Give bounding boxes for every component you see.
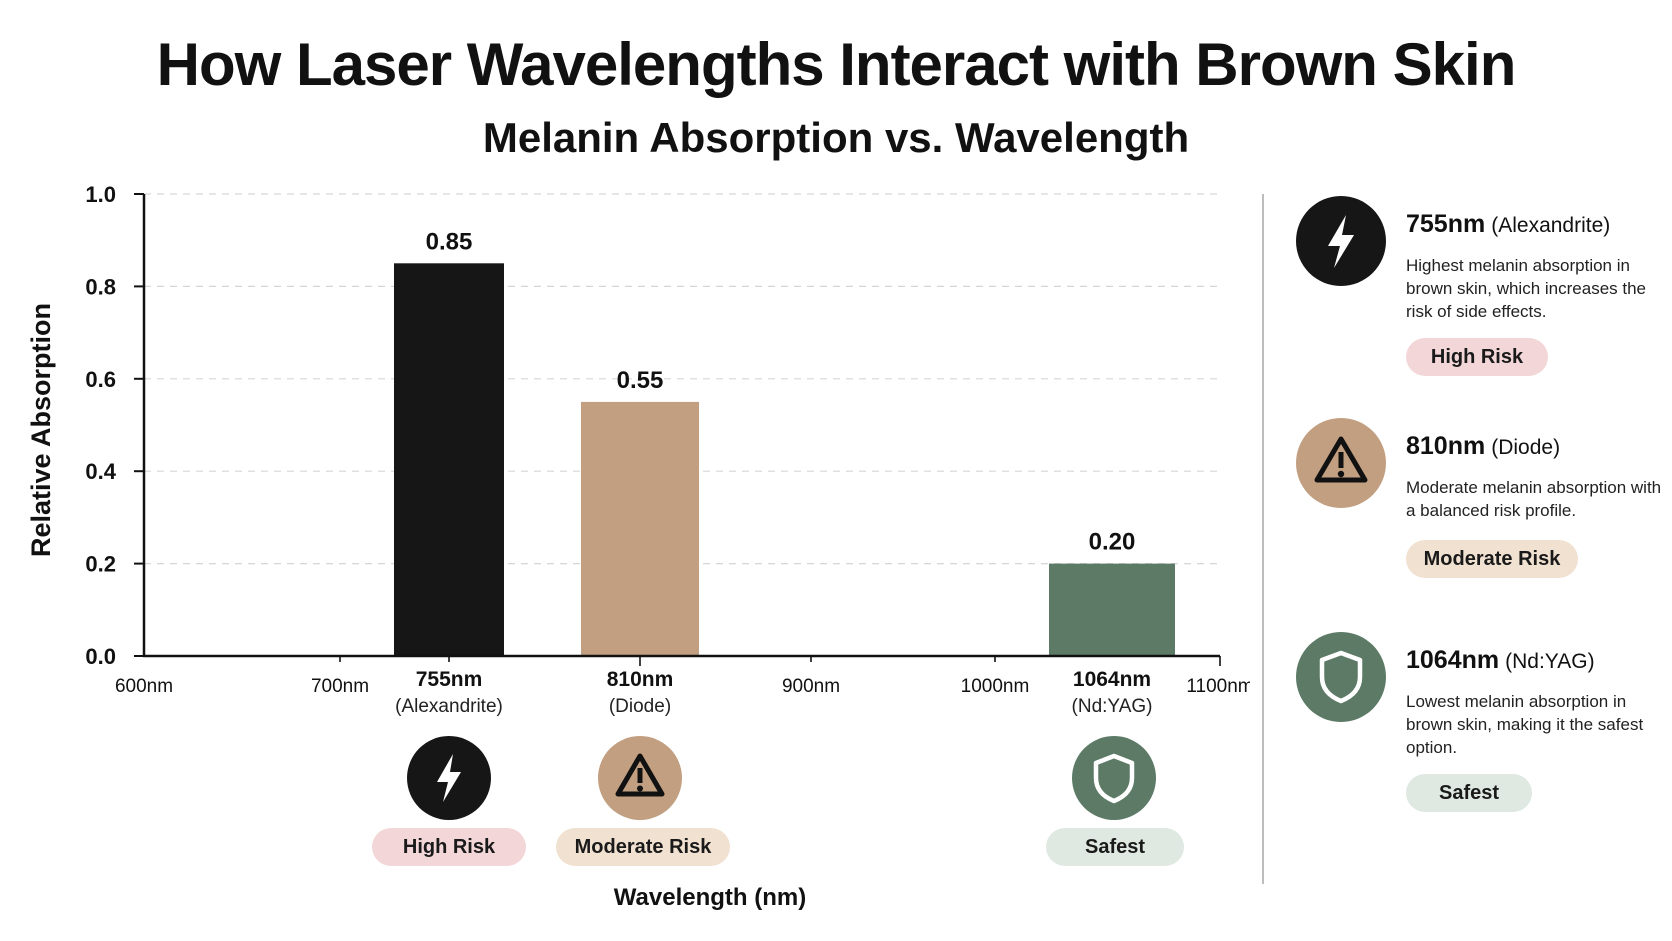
bar-755nm xyxy=(394,263,504,656)
risk-pill-safest: Safest xyxy=(1046,828,1184,866)
bar-value-labels: 0.85 0.55 0.20 xyxy=(426,228,1136,555)
legend-heading: 755nm (Alexandrite) xyxy=(1406,210,1610,239)
x-axis-ticks: 600nm 700nm 900nm 1000nm 1100nm xyxy=(115,656,1250,697)
risk-pill-moderate: Moderate Risk xyxy=(556,828,730,866)
lightning-icon xyxy=(1296,196,1386,286)
y-tick-label: 0.6 xyxy=(85,367,116,392)
bar-laser-label: (Diode) xyxy=(609,696,671,717)
risk-pill-high: High Risk xyxy=(372,828,526,866)
axes xyxy=(142,194,1220,658)
risk-pill-high: High Risk xyxy=(1406,338,1548,376)
x-tick-label: 700nm xyxy=(311,676,369,697)
bar-laser-label: (Alexandrite) xyxy=(395,696,503,717)
legend-laser-name: (Diode) xyxy=(1491,436,1561,459)
y-tick-label: 0.0 xyxy=(85,644,116,669)
x-tick-label: 1100nm xyxy=(1186,676,1250,697)
bar-value-label: 0.85 xyxy=(426,228,473,255)
bars xyxy=(394,263,1175,656)
legend-description: Highest melanin absorption in brown skin… xyxy=(1406,256,1647,321)
bar-category-labels: 755nm (Alexandrite) 810nm (Diode) 1064nm (Nd:… xyxy=(395,668,1152,717)
x-tick-label: 600nm xyxy=(115,676,173,697)
legend-description: Lowest melanin absorption in brown skin,… xyxy=(1406,692,1644,757)
shield-icon xyxy=(1296,632,1386,722)
bar-wavelength-label: 755nm xyxy=(416,668,483,691)
legend-heading: 810nm (Diode) xyxy=(1406,432,1560,461)
bar-laser-label: (Nd:YAG) xyxy=(1072,696,1153,717)
warning-icon xyxy=(1296,418,1386,508)
legend-wavelength: 810nm xyxy=(1406,432,1486,460)
legend-item-ndyag: 1064nm (Nd:YAG) Lowest melanin absorption… xyxy=(1296,632,1666,832)
x-axis-label: Wavelength (nm) xyxy=(614,884,806,911)
legend-item-diode: 810nm (Diode) Moderate melanin absorption… xyxy=(1296,418,1666,618)
y-tick-label: 0.2 xyxy=(85,552,116,577)
bar-810nm xyxy=(581,401,699,656)
bar-value-label: 0.55 xyxy=(617,367,664,394)
bar-1064nm xyxy=(1049,563,1175,656)
y-tick-label: 0.8 xyxy=(85,274,116,299)
bar-wavelength-label: 810nm xyxy=(607,668,674,691)
legend-heading: 1064nm (Nd:YAG) xyxy=(1406,646,1595,675)
shield-icon xyxy=(1072,736,1156,820)
bar-value-label: 0.20 xyxy=(1089,529,1136,556)
y-tick-label: 1.0 xyxy=(85,182,116,207)
panel-divider xyxy=(1262,194,1264,884)
legend-wavelength: 1064nm xyxy=(1406,646,1500,674)
chart-subtitle: Melanin Absorption vs. Wavelength xyxy=(482,114,1190,161)
chart-title: How Laser Wavelengths Interact with Brow… xyxy=(156,31,1517,98)
legend-description: Moderate melanin absorption with a balan… xyxy=(1406,478,1662,520)
y-axis-label: Relative Absorption xyxy=(26,303,56,557)
legend-laser-name: (Nd:YAG) xyxy=(1505,650,1595,673)
y-axis-ticks: 0.0 0.2 0.4 0.6 0.8 1.0 xyxy=(85,182,144,669)
risk-pill-safest: Safest xyxy=(1406,774,1532,812)
legend-item-alexandrite: 755nm (Alexandrite) Highest melanin absor… xyxy=(1296,196,1666,396)
x-tick-label: 900nm xyxy=(782,676,840,697)
legend-wavelength: 755nm xyxy=(1406,210,1486,238)
warning-icon xyxy=(598,736,682,820)
risk-pill-moderate: Moderate Risk xyxy=(1406,540,1578,578)
absorption-bar-chart: 0.0 0.2 0.4 0.6 0.8 1.0 0.85 0.55 0.20 600nm 700… xyxy=(26,182,1250,911)
lightning-icon xyxy=(407,736,491,820)
bar-wavelength-label: 1064nm xyxy=(1073,668,1151,691)
legend-laser-name: (Alexandrite) xyxy=(1491,214,1611,237)
y-tick-label: 0.4 xyxy=(85,459,116,484)
x-tick-label: 1000nm xyxy=(961,676,1030,697)
